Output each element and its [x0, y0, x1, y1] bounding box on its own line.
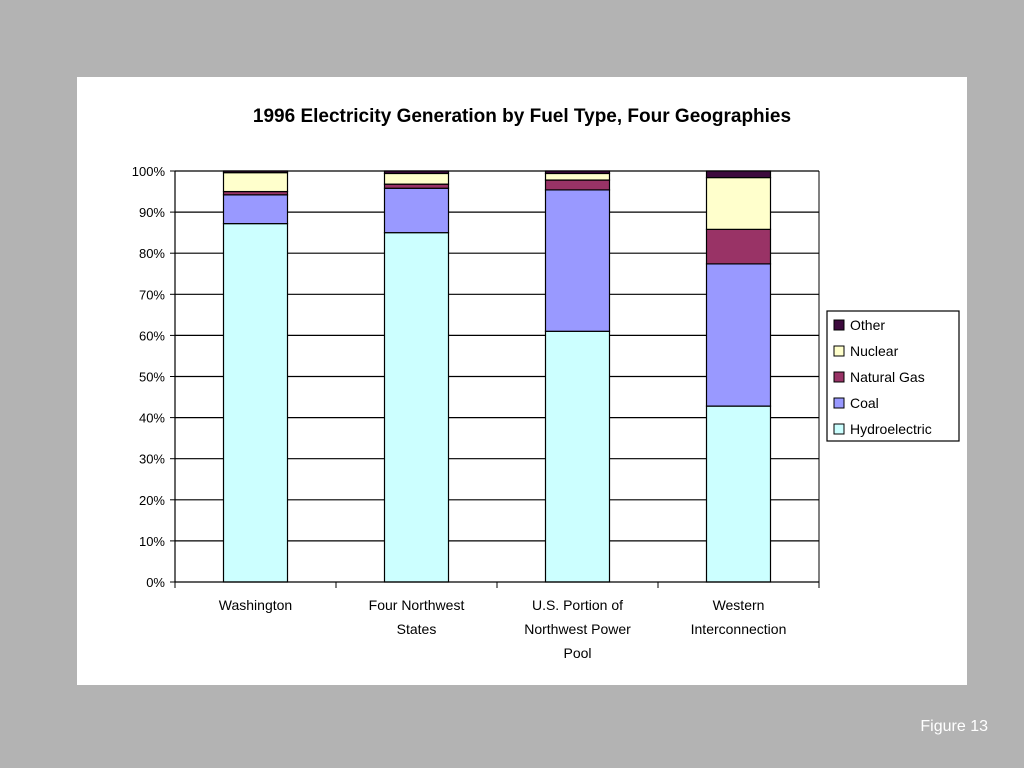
legend-entry: Hydroelectric [850, 421, 932, 437]
legend: Other Nuclear Natural Gas Coal Hydroelectric [826, 310, 960, 442]
y-tick-label: 10% [139, 534, 165, 549]
figure-label: Figure 13 [920, 718, 988, 735]
bar-segment-natural-gas [383, 183, 450, 189]
y-tick-label: 30% [139, 452, 165, 467]
bar-segment-nuclear [383, 172, 450, 185]
bar-segment-natural-gas [705, 228, 772, 265]
y-tick-label: 100% [132, 164, 166, 179]
x-category-label: Washington [219, 597, 292, 613]
legend-entry: Coal [850, 395, 879, 411]
y-tick-label: 0% [146, 575, 165, 590]
y-tick-label: 20% [139, 493, 165, 508]
bar-segment-other [383, 170, 450, 175]
y-tick-label: 60% [139, 328, 165, 343]
y-tick-label: 90% [139, 205, 165, 220]
x-category-label: Four Northwest States [369, 597, 465, 637]
legend-swatch [833, 397, 845, 409]
bar-segment-hydroelectric [544, 330, 611, 583]
bar-segment-coal [705, 263, 772, 407]
axes: 0% 10% 20% 30% 40% 50% 60% 70% 80% 90% 100% Washing… [132, 164, 820, 661]
bar-segment-nuclear [222, 172, 289, 193]
bar-segment-coal [222, 194, 289, 225]
bar-segment-nuclear [705, 176, 772, 230]
bar-segment-other [705, 170, 772, 179]
x-category-label: U.S. Portion of Northwest Power Pool [524, 597, 631, 661]
legend-box [826, 310, 960, 442]
bar-segment-coal [544, 189, 611, 332]
legend-swatch [833, 423, 845, 435]
y-tick-label: 80% [139, 246, 165, 261]
stacked-bar-chart: 1996 Electricity Generation by Fuel Type… [132, 106, 960, 661]
bar-segment-hydroelectric [705, 405, 772, 583]
bar-segment-coal [383, 187, 450, 234]
bar-segment-hydroelectric [222, 223, 289, 583]
legend-swatch [833, 345, 845, 357]
bar-segment-natural-gas [544, 179, 611, 191]
legend-entry: Other [850, 317, 885, 333]
bar-segment-nuclear [544, 172, 611, 181]
legend-entry: Nuclear [850, 343, 899, 359]
y-tick-label: 70% [139, 287, 165, 302]
legend-swatch [833, 319, 845, 331]
y-tick-label: 50% [139, 370, 165, 385]
x-category-label: Western Interconnection [691, 597, 787, 637]
legend-swatch [833, 371, 845, 383]
chart-panel: 1996 Electricity Generation by Fuel Type… [77, 77, 967, 685]
chart-title: 1996 Electricity Generation by Fuel Type… [253, 106, 791, 127]
y-tick-label: 40% [139, 411, 165, 426]
legend-entry: Natural Gas [850, 369, 925, 385]
bar-segment-other [222, 170, 289, 174]
bars [222, 170, 772, 583]
bar-segment-other [544, 170, 611, 175]
bar-segment-hydroelectric [383, 232, 450, 583]
